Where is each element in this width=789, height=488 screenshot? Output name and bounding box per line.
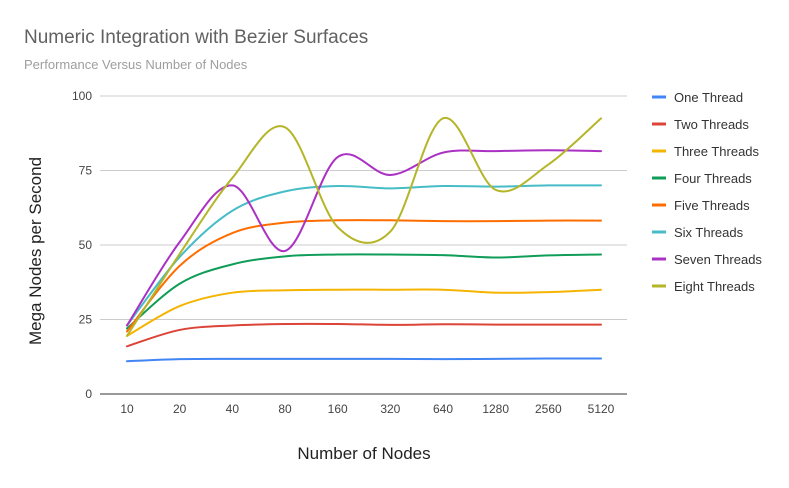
y-tick-label: 25 [79,313,93,327]
y-tick-label: 50 [79,238,93,252]
legend-label-seven-threads: Seven Threads [674,252,762,267]
y-axis-ticks: 0 25 50 75 100 [72,89,92,401]
legend-label-two-threads: Two Threads [674,117,749,132]
legend-label-one-thread: One Thread [674,90,743,105]
series-line-four-threads [126,253,602,330]
x-tick-label: 10 [120,402,134,416]
x-tick-label: 80 [278,402,292,416]
series-line-seven-threads [126,149,602,327]
x-tick-label: 5120 [588,402,615,416]
x-tick-label: 1280 [482,402,509,416]
x-axis-title: Number of Nodes [297,444,430,463]
x-tick-label: 320 [380,402,400,416]
legend-label-three-threads: Three Threads [674,144,760,159]
x-tick-label: 40 [226,402,240,416]
x-tick-label: 640 [433,402,453,416]
y-tick-label: 100 [72,89,92,103]
series-line-eight-threads [126,117,602,337]
legend-label-four-threads: Four Threads [674,171,752,186]
series-lines [126,117,602,363]
x-tick-label: 160 [328,402,348,416]
series-line-three-threads [126,288,602,337]
y-tick-label: 0 [85,387,92,401]
series-line-one-thread [126,357,602,363]
gridlines [100,95,627,395]
x-axis-ticks: 10 20 40 80 160 320 640 1280 2560 5120 [120,402,614,416]
chart-subtitle: Performance Versus Number of Nodes [24,57,248,72]
legend-label-eight-threads: Eight Threads [674,279,755,294]
x-tick-label: 2560 [535,402,562,416]
legend-label-six-threads: Six Threads [674,225,744,240]
legend: One Thread Two Threads Three Threads Four T… [652,90,762,294]
x-tick-label: 20 [173,402,187,416]
chart-title: Numeric Integration with Bezier Surfaces [24,27,368,48]
legend-label-five-threads: Five Threads [674,198,750,213]
series-line-five-threads [126,219,602,333]
series-line-two-threads [126,322,602,348]
y-tick-label: 75 [79,164,93,178]
y-axis-title: Mega Nodes per Second [26,157,45,345]
